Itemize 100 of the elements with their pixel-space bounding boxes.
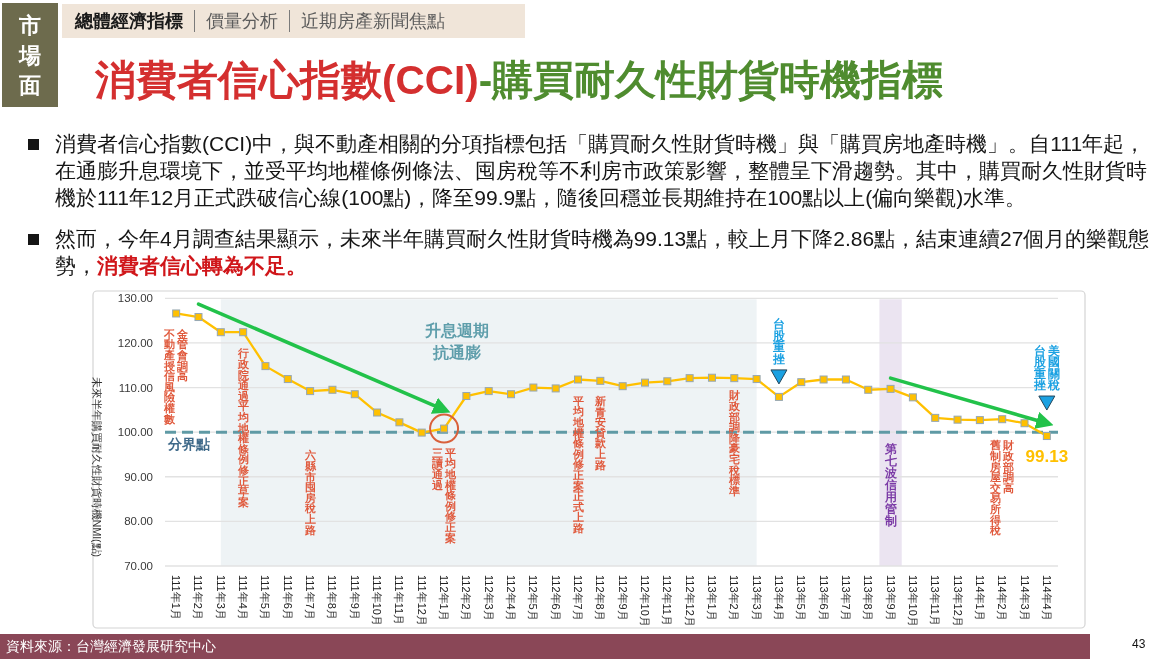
y-tick-label: 80.00 xyxy=(124,515,153,528)
x-tick-label: 111年6月 xyxy=(281,575,294,620)
point xyxy=(752,375,761,384)
point xyxy=(239,328,248,337)
x-tick-label: 114年4月 xyxy=(1040,575,1053,621)
y-axis-title: 未來半年購買耐久性財貨時機NMI(點) xyxy=(91,376,103,558)
point xyxy=(216,328,225,337)
x-tick-label: 113年3月 xyxy=(750,575,763,621)
x-tick-label: 111年7月 xyxy=(304,575,317,620)
x-tick-label: 112年10月 xyxy=(638,575,651,627)
point xyxy=(908,393,917,402)
text: 市場面 xyxy=(19,12,41,100)
point xyxy=(998,415,1007,424)
x-tick-label: 113年8月 xyxy=(862,575,875,621)
band-label: 第七波信用管制 xyxy=(883,442,898,529)
x-tick-label: 111年1月 xyxy=(170,575,183,620)
point xyxy=(841,375,850,384)
x-tick-label: 113年2月 xyxy=(728,575,741,621)
annotation: 新青安貸款上路 xyxy=(593,395,607,471)
x-tick-label: 113年5月 xyxy=(795,575,808,621)
point xyxy=(730,374,739,383)
point xyxy=(529,383,538,392)
text: 舊制房屋交易所得稅 xyxy=(990,439,1002,537)
point xyxy=(819,375,828,384)
point xyxy=(373,408,382,417)
x-tick-label: 112年2月 xyxy=(460,575,473,621)
y-tick-label: 120.00 xyxy=(117,336,153,349)
x-tick-label: 112年9月 xyxy=(616,575,629,621)
band-label: 升息週期抗通膨 xyxy=(423,322,489,362)
x-tick-label: 113年6月 xyxy=(817,575,830,621)
point xyxy=(663,377,672,386)
text: 平均地權條例修正案 xyxy=(444,446,456,544)
x-tick-label: 111年3月 xyxy=(214,575,227,620)
x-tick-label: 113年11月 xyxy=(929,575,942,626)
annotation: 六縣市囤房稅上路 xyxy=(303,449,317,536)
text: 然而，今年4月調查結果顯示，未來半年購買耐久性財貨時機為99.13點，較上月下降2.86點，結束連續27個月的樂觀態勢，消費者信心轉為不足。 xyxy=(55,227,1150,277)
text: 平均地權條例修正案正式上路 xyxy=(572,394,584,534)
text: 消費者信心指數(CCI)中，與不動產相關的分項指標包括「購買耐久性財貨時機」與「購買房地產時機」。自111年起，在通膨升息環境下，並受平均地權條例條法、囤房稅等不利房市政策影響，整體呈下滑趨勢。其中，購買耐久性財貨時機於111年12月正式跌破信心線(100點)，降至99.9點，隨後回穩並長期維持在100點以上(偏向樂觀)水準。 xyxy=(55,132,1147,209)
point xyxy=(551,384,560,393)
point xyxy=(395,418,404,427)
text: 財政部調降豪宅稅標準 xyxy=(728,389,740,497)
x-tick-label: 113年4月 xyxy=(772,575,785,621)
annotation: 財政部調高 xyxy=(1001,439,1015,494)
point xyxy=(797,378,806,387)
annotation: 台股重挫 xyxy=(771,317,786,365)
x-tick-label: 112年11月 xyxy=(661,575,674,626)
x-tick-label: 112年12月 xyxy=(683,575,696,627)
x-tick-label: 111年11月 xyxy=(393,575,406,626)
x-tick-label: 111年12月 xyxy=(415,575,428,626)
y-tick-label: 70.00 xyxy=(124,560,153,572)
annotation: 台股重挫 xyxy=(1032,343,1047,392)
text: 43 xyxy=(1132,637,1146,651)
point xyxy=(640,378,649,387)
point xyxy=(417,428,426,437)
x-tick-label: 113年7月 xyxy=(839,575,852,621)
text: 行政院通過平均地權條例修正草案 xyxy=(237,347,249,508)
text: 不動產授信風險權數 xyxy=(164,327,176,425)
point xyxy=(574,375,583,384)
x-tick-label: 113年10月 xyxy=(906,575,919,627)
x-tick-label: 111年8月 xyxy=(326,575,339,620)
x-tick-label: 112年4月 xyxy=(505,575,518,621)
point xyxy=(172,309,181,318)
text: 總體經濟指標 xyxy=(75,10,183,32)
ref-line-label: 分界點 xyxy=(167,436,210,453)
x-tick-label: 113年12月 xyxy=(951,575,964,627)
x-tick-label: 114年1月 xyxy=(973,575,986,621)
x-tick-label: 111年2月 xyxy=(192,575,205,620)
x-tick-label: 112年5月 xyxy=(527,575,540,621)
point xyxy=(953,415,962,424)
point xyxy=(328,385,337,394)
text: 近期房產新聞焦點 xyxy=(289,10,445,32)
point xyxy=(1020,419,1029,428)
point xyxy=(194,313,203,322)
point xyxy=(774,392,783,401)
x-tick-label: 111年10月 xyxy=(371,575,384,626)
x-tick-label: 112年7月 xyxy=(572,575,585,621)
point xyxy=(283,375,292,384)
point xyxy=(596,376,605,385)
x-tick-label: 112年6月 xyxy=(549,575,562,621)
point xyxy=(350,390,359,399)
y-tick-label: 90.00 xyxy=(124,470,153,483)
x-tick-label: 112年1月 xyxy=(438,575,451,621)
text: 價量分析 xyxy=(194,10,278,32)
chart-title: 消費者信心指數(CCI)-購買耐久性財貨時機指標 xyxy=(95,57,944,103)
point xyxy=(306,387,315,396)
point xyxy=(507,390,516,399)
source-note: 資料來源：台灣經濟發展研究中心 xyxy=(0,634,1090,659)
point xyxy=(864,385,873,394)
annotation: 美國關稅 xyxy=(1046,343,1060,392)
x-tick-label: 113年9月 xyxy=(884,575,897,621)
x-tick-label: 113年1月 xyxy=(705,575,718,621)
annotation: 三讀通過 xyxy=(431,446,445,491)
point xyxy=(707,373,716,382)
x-tick-label: 114年2月 xyxy=(996,575,1009,621)
point xyxy=(462,392,471,401)
point xyxy=(618,382,627,391)
y-tick-label: 110.00 xyxy=(118,381,153,394)
annotation: 金管會調高 xyxy=(175,327,189,383)
x-tick-label: 111年5月 xyxy=(259,575,272,620)
point xyxy=(685,374,694,383)
